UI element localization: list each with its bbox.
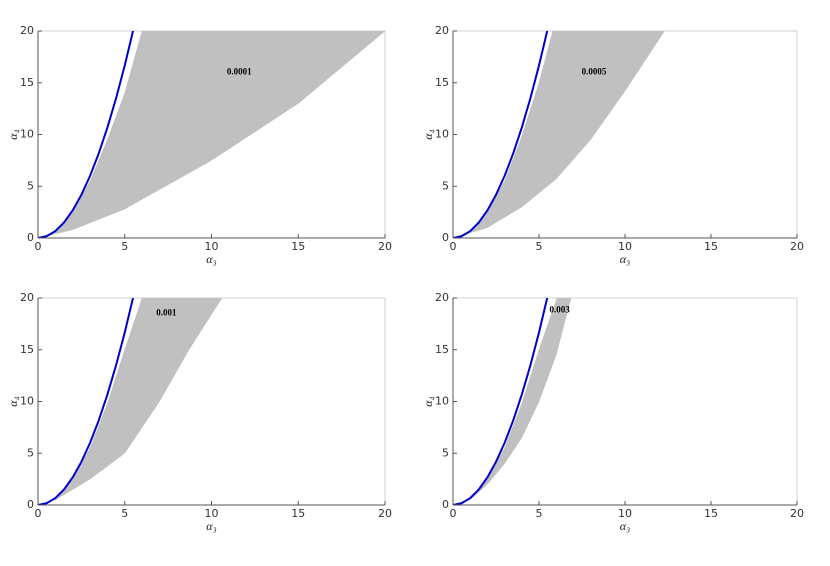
x-axis-label: α₃ bbox=[620, 519, 630, 533]
y-tick-label: 15 bbox=[20, 76, 34, 89]
x-tick-label: 5 bbox=[121, 507, 128, 520]
shaded-region bbox=[453, 298, 572, 505]
curve bbox=[38, 31, 135, 238]
y-axis-label: α₄ bbox=[421, 129, 435, 139]
x-axis-label: α₃ bbox=[206, 519, 216, 533]
x-tick-label: 0 bbox=[35, 507, 42, 520]
annotation: 0.0001 bbox=[227, 66, 252, 76]
curve bbox=[453, 298, 549, 505]
x-tick-label: 0 bbox=[35, 240, 42, 253]
x-tick-label: 10 bbox=[205, 240, 219, 253]
x-tick-label: 5 bbox=[121, 240, 128, 253]
x-tick-label: 5 bbox=[536, 507, 543, 520]
x-tick-label: 0 bbox=[450, 507, 457, 520]
x-tick-label: 10 bbox=[618, 507, 632, 520]
panel: 0 5 10 15 20 0 5 10 15 20 α₃ α₄ 0.001 bbox=[6, 291, 392, 533]
panel: 0 5 10 15 20 0 5 10 15 20 α₃ α₄ 0.003 bbox=[421, 291, 804, 533]
x-tick-label: 5 bbox=[536, 240, 543, 253]
y-tick-label: 5 bbox=[27, 446, 34, 459]
y-axis-label: α₄ bbox=[6, 396, 20, 406]
x-tick-label: 10 bbox=[618, 240, 632, 253]
panel: 0 5 10 15 20 0 5 10 15 20 α₃ α₄ 0.0001 bbox=[6, 24, 392, 266]
annotation: 0.001 bbox=[156, 308, 177, 318]
x-tick-label: 20 bbox=[378, 507, 392, 520]
y-tick-label: 15 bbox=[435, 343, 449, 356]
y-tick-label: 10 bbox=[20, 395, 34, 408]
y-tick-label: 20 bbox=[435, 291, 449, 304]
curve bbox=[38, 298, 135, 505]
shaded-region bbox=[453, 31, 665, 238]
annotation: 0.0005 bbox=[582, 66, 607, 76]
x-tick-label: 15 bbox=[704, 507, 718, 520]
x-tick-label: 15 bbox=[704, 240, 718, 253]
shaded-region bbox=[38, 31, 385, 238]
y-tick-label: 10 bbox=[435, 395, 449, 408]
x-tick-label: 20 bbox=[790, 507, 804, 520]
x-tick-label: 20 bbox=[790, 240, 804, 253]
x-tick-label: 15 bbox=[291, 507, 305, 520]
x-tick-label: 15 bbox=[291, 240, 305, 253]
y-tick-label: 0 bbox=[442, 231, 449, 244]
y-axis-label: α₄ bbox=[6, 129, 20, 139]
y-tick-label: 5 bbox=[27, 179, 34, 192]
y-tick-label: 15 bbox=[20, 343, 34, 356]
curve bbox=[453, 31, 549, 238]
shaded-region bbox=[38, 298, 223, 505]
y-tick-label: 20 bbox=[20, 24, 34, 37]
frame bbox=[452, 297, 798, 506]
y-tick-label: 10 bbox=[435, 128, 449, 141]
y-tick-label: 0 bbox=[27, 231, 34, 244]
panel: 0 5 10 15 20 0 5 10 15 20 α₃ α₄ 0.0005 bbox=[421, 24, 804, 266]
x-axis-label: α₃ bbox=[620, 252, 630, 266]
y-tick-label: 0 bbox=[27, 498, 34, 511]
y-tick-label: 10 bbox=[20, 128, 34, 141]
y-tick-label: 0 bbox=[442, 498, 449, 511]
y-axis-label: α₄ bbox=[421, 396, 435, 406]
x-tick-label: 10 bbox=[205, 507, 219, 520]
y-tick-label: 15 bbox=[435, 76, 449, 89]
y-tick-label: 20 bbox=[435, 24, 449, 37]
y-tick-label: 5 bbox=[442, 446, 449, 459]
y-tick-label: 20 bbox=[20, 291, 34, 304]
x-tick-label: 20 bbox=[378, 240, 392, 253]
x-axis-label: α₃ bbox=[206, 252, 216, 266]
y-tick-label: 5 bbox=[442, 179, 449, 192]
x-tick-label: 0 bbox=[450, 240, 457, 253]
annotation: 0.003 bbox=[550, 304, 571, 314]
